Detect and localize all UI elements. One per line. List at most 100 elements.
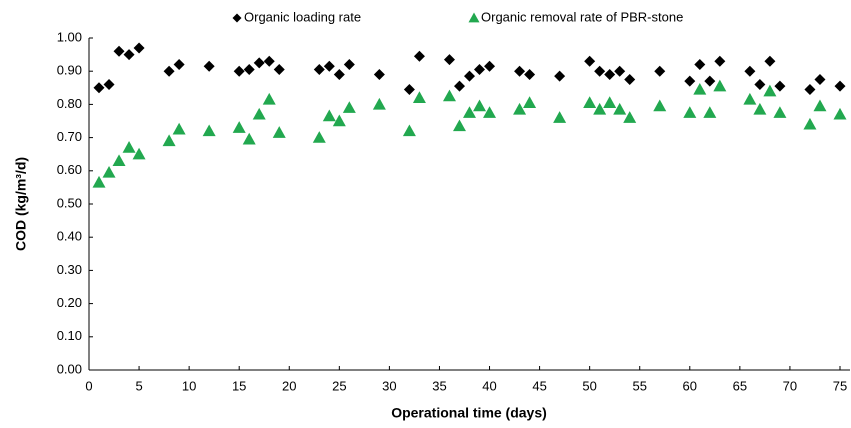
marker	[203, 60, 215, 72]
y-tick-label: 0.30	[57, 262, 82, 277]
marker	[594, 65, 606, 77]
marker	[413, 50, 425, 62]
marker	[804, 83, 816, 95]
marker	[312, 131, 326, 143]
marker	[803, 117, 817, 130]
marker	[624, 74, 636, 85]
marker	[322, 109, 336, 122]
marker	[202, 124, 216, 137]
marker	[243, 64, 255, 76]
x-tick-label: 50	[582, 378, 596, 393]
x-tick-label: 0	[85, 378, 92, 393]
marker	[774, 80, 786, 92]
marker	[402, 124, 416, 137]
marker	[242, 132, 256, 145]
y-tick-label: 0.60	[57, 162, 82, 177]
marker	[693, 82, 707, 95]
y-tick-label: 0.40	[57, 229, 82, 244]
marker	[814, 74, 826, 85]
marker	[614, 65, 626, 77]
x-tick-label: 75	[833, 378, 847, 393]
marker	[703, 106, 717, 118]
marker	[123, 49, 135, 61]
y-tick-label: 0.20	[57, 295, 82, 310]
marker	[333, 69, 345, 81]
x-tick-label: 15	[232, 378, 246, 393]
marker	[484, 60, 496, 72]
x-tick-label: 25	[332, 378, 346, 393]
marker	[313, 64, 325, 76]
marker	[373, 69, 385, 81]
marker	[714, 55, 726, 67]
marker	[654, 65, 666, 77]
marker	[743, 92, 757, 105]
x-tick-label: 30	[382, 378, 396, 393]
y-tick-label: 0.00	[57, 361, 82, 376]
marker	[773, 106, 787, 118]
marker	[252, 107, 266, 120]
marker	[523, 96, 537, 108]
marker	[613, 102, 627, 115]
marker	[753, 102, 767, 115]
marker	[272, 126, 286, 138]
marker	[162, 134, 176, 147]
marker	[513, 102, 527, 115]
marker	[263, 55, 275, 67]
marker	[332, 114, 346, 127]
marker	[473, 99, 487, 112]
marker	[763, 84, 777, 97]
marker	[583, 96, 597, 108]
marker	[833, 107, 847, 120]
legend-label: Organic removal rate of PBR-stone	[481, 9, 683, 24]
marker	[464, 70, 475, 82]
marker	[764, 55, 776, 67]
legend-marker	[468, 12, 480, 23]
marker	[604, 69, 616, 81]
marker	[172, 122, 186, 135]
marker	[372, 97, 386, 110]
marker	[343, 59, 355, 71]
x-tick-label: 45	[532, 378, 546, 393]
marker	[554, 70, 566, 82]
y-tick-label: 0.90	[57, 63, 82, 78]
x-tick-label: 35	[432, 378, 446, 393]
y-tick-label: 0.80	[57, 96, 82, 111]
marker	[713, 79, 727, 92]
marker	[524, 69, 536, 81]
y-axis-title: COD (kg/m³/d)	[13, 157, 29, 251]
marker	[173, 59, 185, 71]
y-tick-label: 0.70	[57, 129, 82, 144]
x-tick-label: 40	[482, 378, 496, 393]
marker	[593, 102, 607, 115]
marker	[483, 106, 497, 118]
marker	[102, 165, 116, 178]
marker	[103, 78, 115, 90]
x-tick-label: 65	[733, 378, 747, 393]
marker	[232, 121, 246, 133]
marker	[683, 106, 697, 118]
x-tick-label: 70	[783, 378, 797, 393]
marker	[744, 65, 756, 77]
marker	[163, 65, 175, 77]
legend-label: Organic loading rate	[244, 9, 361, 24]
marker	[262, 92, 276, 105]
marker	[443, 54, 455, 66]
marker	[694, 59, 706, 71]
marker	[754, 78, 766, 90]
marker	[403, 83, 415, 95]
marker	[453, 80, 465, 92]
marker	[112, 154, 126, 167]
marker	[412, 91, 426, 103]
marker	[623, 111, 637, 123]
x-axis-title: Operational time (days)	[391, 405, 547, 421]
marker	[442, 89, 456, 102]
y-tick-label: 0.50	[57, 195, 82, 210]
marker	[92, 175, 106, 188]
legend-marker	[232, 13, 242, 23]
marker	[474, 64, 486, 76]
marker	[463, 106, 476, 118]
y-tick-label: 1.00	[57, 29, 82, 44]
marker	[133, 42, 145, 54]
marker	[514, 65, 526, 77]
